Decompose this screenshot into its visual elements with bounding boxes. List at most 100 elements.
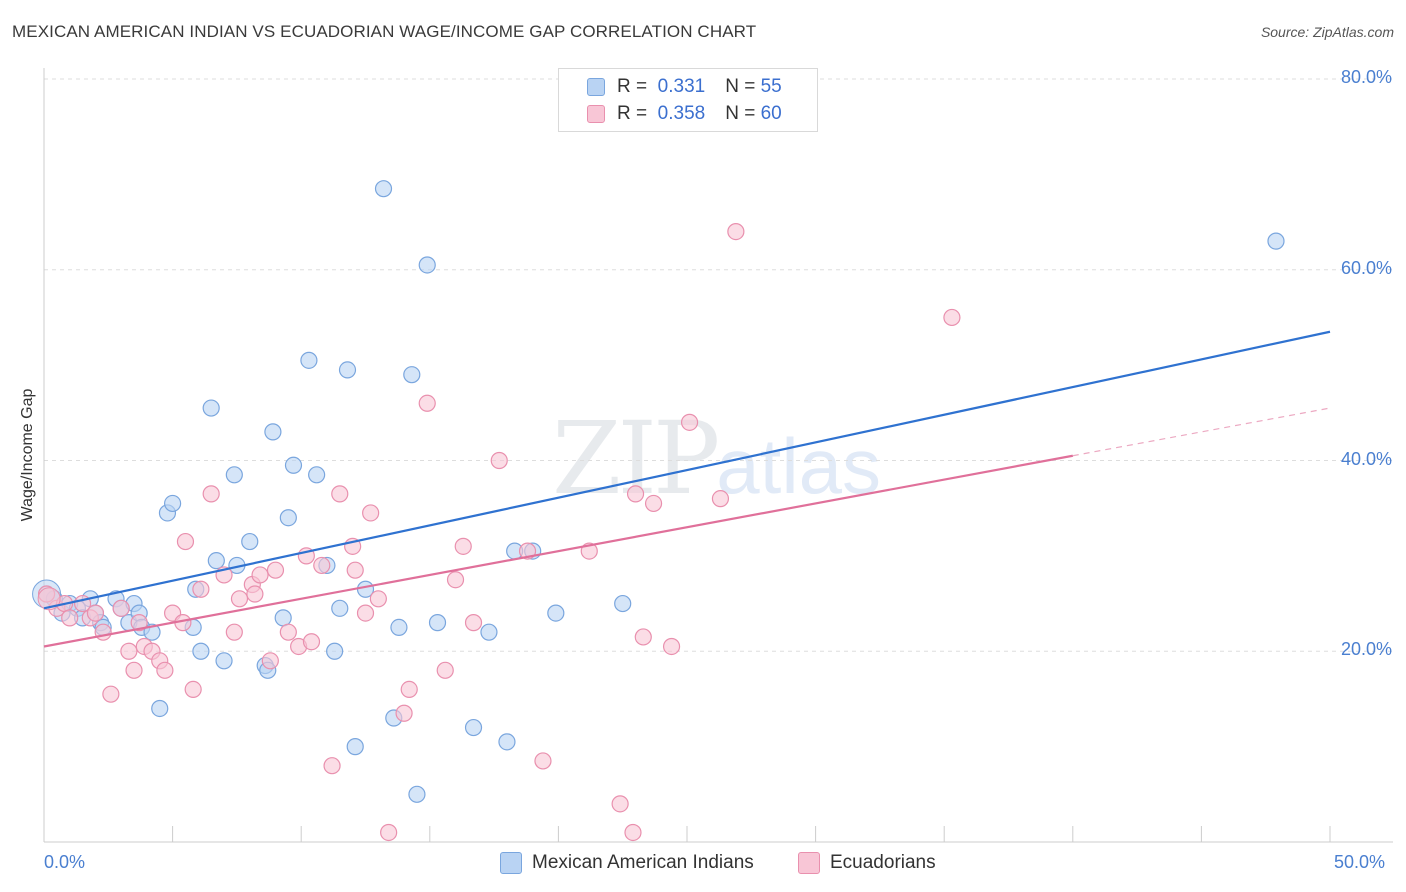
- data-point-pink: [331, 485, 349, 503]
- data-point-pink: [125, 661, 143, 679]
- data-point-pink: [611, 795, 629, 813]
- data-point-pink: [464, 614, 483, 632]
- data-point-blue: [403, 366, 421, 384]
- data-point-pink: [251, 566, 269, 584]
- data-point-pink: [302, 633, 321, 651]
- data-point-pink: [156, 661, 174, 679]
- legend-r-value: 0.331: [657, 76, 706, 97]
- data-point-blue: [547, 604, 565, 622]
- data-point-blue: [284, 456, 303, 474]
- data-point-pink: [61, 609, 79, 627]
- data-point-blue: [225, 466, 243, 484]
- data-point-pink: [313, 556, 331, 575]
- trend-line-pink-extension: [1072, 407, 1331, 457]
- data-point-pink: [395, 704, 413, 722]
- data-point-pink: [202, 485, 220, 503]
- data-point-pink: [454, 537, 472, 555]
- data-point-blue: [164, 494, 182, 513]
- data-point-blue: [428, 614, 447, 632]
- y-tick-label: 40.0%: [1340, 448, 1392, 469]
- data-point-blue: [274, 609, 292, 627]
- source-label: Source: ZipAtlas.com: [1260, 24, 1394, 40]
- data-point-blue: [374, 180, 393, 198]
- data-point-blue: [202, 399, 220, 417]
- trend-lines: [43, 330, 1331, 648]
- bottom-legend-ecuadorians: Ecuadorians: [798, 852, 936, 874]
- data-point-pink: [943, 308, 961, 327]
- legend-swatch-pink: [587, 105, 605, 123]
- data-point-pink: [436, 661, 454, 679]
- data-point-pink: [680, 413, 699, 431]
- data-point-blue: [215, 652, 233, 670]
- data-point-blue: [498, 733, 516, 751]
- trend-line-pink: [43, 454, 1074, 648]
- chart-title: MEXICAN AMERICAN INDIAN VS ECUADORIAN WA…: [12, 22, 757, 41]
- data-point-blue: [390, 618, 408, 637]
- data-point-pink: [323, 757, 341, 775]
- data-point-blue: [408, 785, 426, 803]
- data-point-blue: [308, 466, 326, 484]
- data-point-pink: [356, 604, 375, 622]
- data-point-pink: [102, 685, 120, 703]
- data-point-blue: [480, 623, 498, 641]
- x-tick-label-max: 50.0%: [1334, 852, 1386, 872]
- data-point-blue: [1267, 232, 1285, 250]
- data-point-pink: [230, 590, 249, 608]
- data-point-blue: [264, 423, 282, 441]
- data-point-blue: [151, 699, 169, 718]
- data-point-pink: [192, 580, 210, 598]
- legend-n-value: 60: [760, 103, 782, 124]
- data-point-pink: [711, 490, 730, 508]
- data-point-blue: [241, 532, 259, 551]
- y-tick-label: 60.0%: [1340, 257, 1392, 278]
- data-point-pink: [626, 485, 645, 503]
- legend-n-label: N =: [725, 103, 756, 124]
- data-point-pink: [624, 823, 642, 842]
- trend-line-blue: [43, 330, 1331, 610]
- data-point-blue: [300, 351, 318, 369]
- data-point-pink: [490, 451, 508, 470]
- correlation-legend: R = 0.331 N = 55 R = 0.358 N = 60: [558, 68, 818, 132]
- bottom-legend-swatch-blue: [500, 852, 522, 874]
- data-point-pink: [130, 614, 148, 632]
- data-point-blue: [464, 718, 483, 737]
- data-point-blue: [326, 642, 344, 660]
- data-point-pink: [176, 532, 195, 551]
- data-point-pink: [418, 394, 436, 412]
- data-point-pink: [362, 504, 380, 522]
- legend-swatch-blue: [587, 78, 605, 96]
- data-point-pink: [380, 823, 398, 842]
- data-point-pink: [225, 623, 243, 641]
- data-point-blue: [192, 642, 210, 660]
- legend-n-label: N =: [725, 76, 756, 97]
- data-point-pink: [112, 599, 130, 617]
- data-point-blue: [279, 509, 297, 527]
- data-point-pink: [662, 637, 681, 656]
- data-point-blue: [331, 599, 349, 617]
- data-point-pink: [184, 680, 202, 699]
- data-point-blue: [346, 738, 364, 756]
- legend-r-label: R =: [617, 103, 648, 124]
- data-point-pink: [346, 561, 364, 579]
- y-tick-label: 20.0%: [1340, 639, 1392, 660]
- data-point-pink: [94, 623, 112, 641]
- x-tick-label-min: 0.0%: [44, 852, 86, 872]
- legend-r-value: 0.358: [657, 103, 706, 124]
- data-point-pink: [246, 585, 264, 603]
- bottom-legend-swatch-pink: [798, 852, 820, 874]
- data-point-pink: [644, 494, 663, 513]
- bottom-legend-label: Ecuadorians: [830, 852, 936, 873]
- data-point-pink: [266, 561, 285, 579]
- data-point-pink: [261, 652, 279, 670]
- data-point-pink: [369, 590, 387, 608]
- data-point-blue: [418, 256, 436, 274]
- bottom-legend-label: Mexican American Indians: [532, 852, 754, 873]
- data-point-pink: [86, 604, 105, 622]
- legend-n-value: 55: [760, 76, 782, 97]
- legend-row-ecuadorians: R = 0.358 N = 60: [587, 102, 782, 126]
- data-point-pink: [446, 571, 465, 589]
- data-point-pink: [120, 642, 138, 660]
- legend-r-label: R =: [617, 76, 648, 97]
- data-point-blue: [207, 552, 225, 570]
